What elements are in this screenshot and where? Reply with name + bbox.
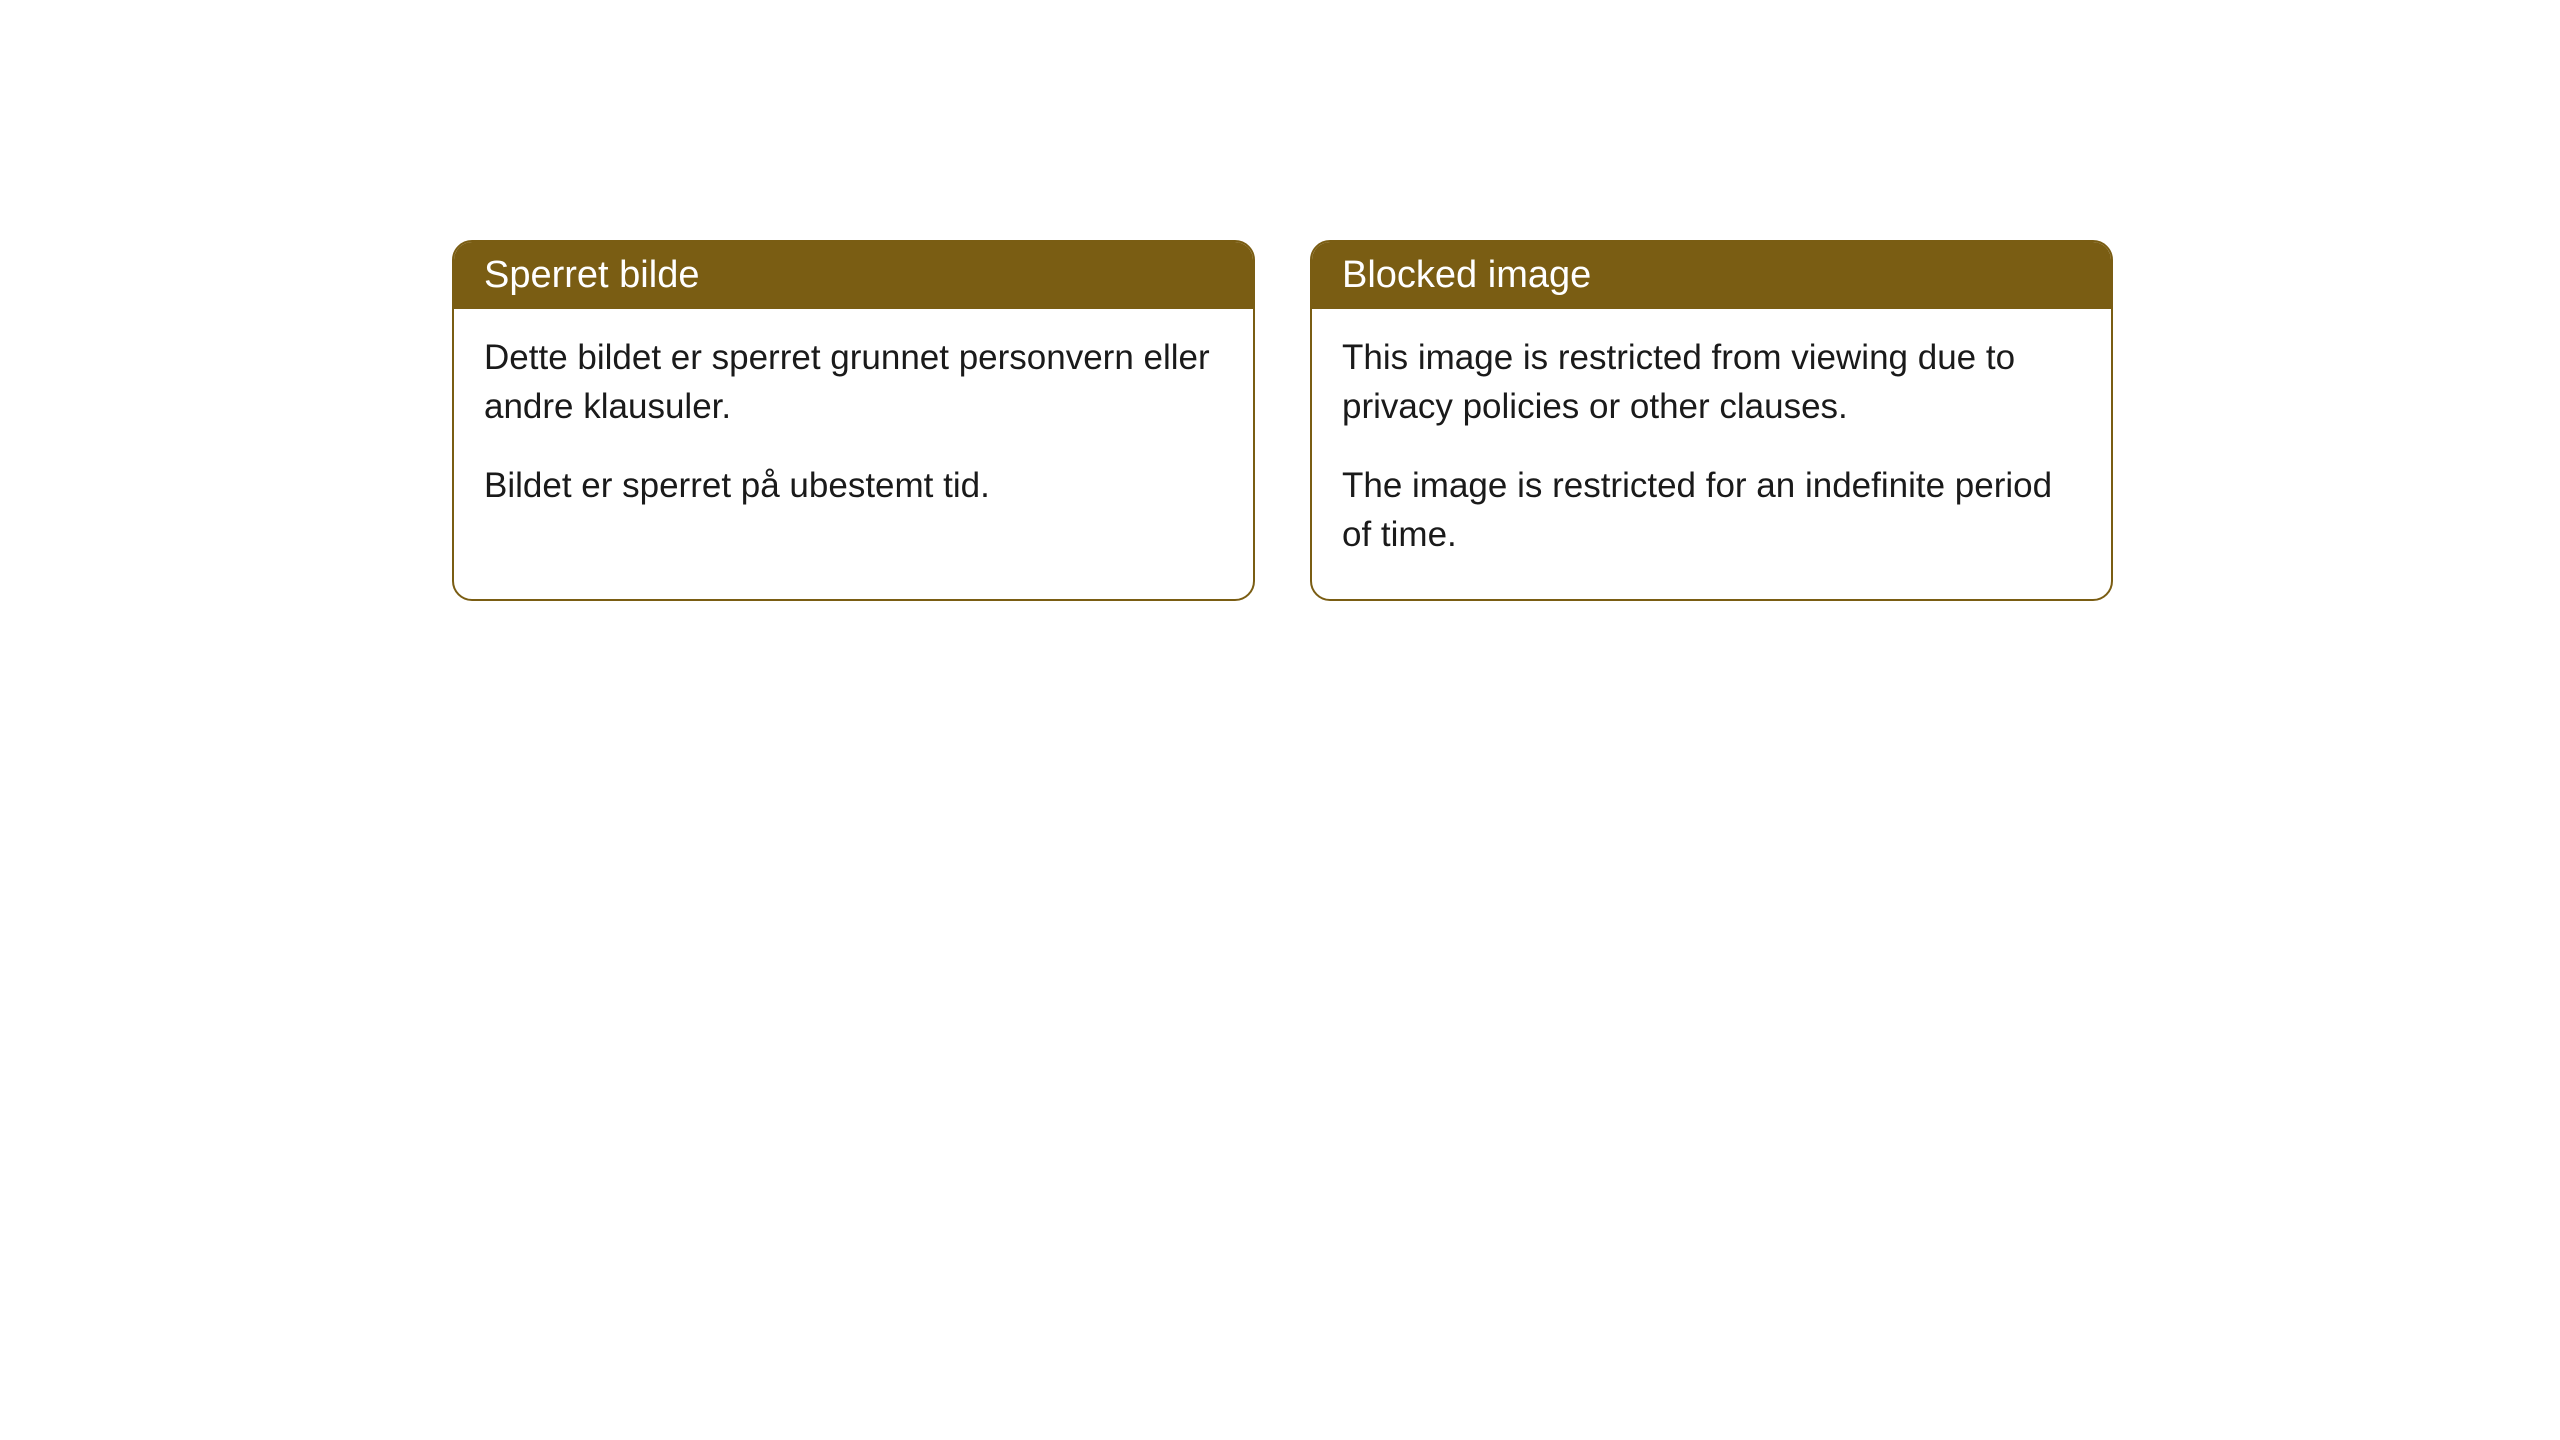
- card-paragraph: Dette bildet er sperret grunnet personve…: [484, 333, 1223, 431]
- card-paragraph: The image is restricted for an indefinit…: [1342, 461, 2081, 559]
- card-title: Sperret bilde: [484, 254, 699, 296]
- card-paragraph: This image is restricted from viewing du…: [1342, 333, 2081, 431]
- notice-cards-container: Sperret bilde Dette bildet er sperret gr…: [452, 240, 2113, 601]
- blocked-image-card-english: Blocked image This image is restricted f…: [1310, 240, 2113, 601]
- card-body-english: This image is restricted from viewing du…: [1312, 309, 2111, 599]
- blocked-image-card-norwegian: Sperret bilde Dette bildet er sperret gr…: [452, 240, 1255, 601]
- card-title: Blocked image: [1342, 254, 1591, 296]
- card-header-english: Blocked image: [1312, 242, 2111, 309]
- card-body-norwegian: Dette bildet er sperret grunnet personve…: [454, 309, 1253, 550]
- card-header-norwegian: Sperret bilde: [454, 242, 1253, 309]
- card-paragraph: Bildet er sperret på ubestemt tid.: [484, 461, 1223, 510]
